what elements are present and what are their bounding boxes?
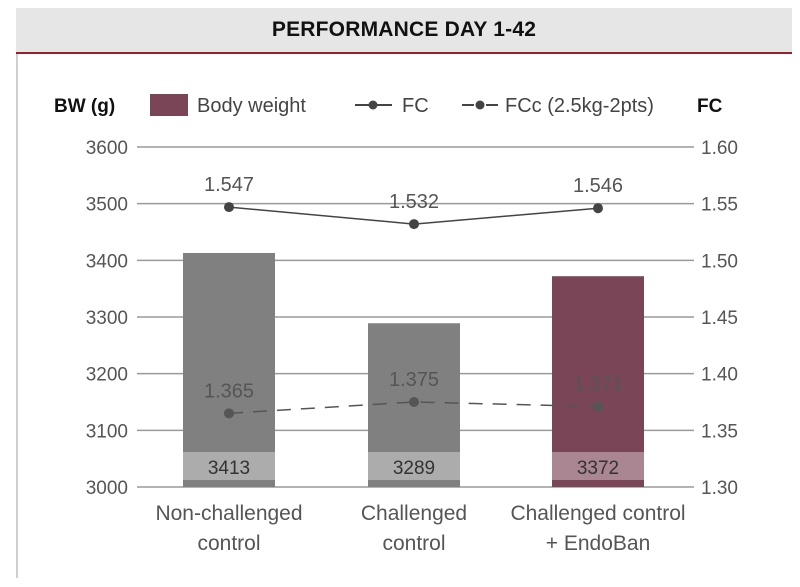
fcc-data-label: 1.375	[389, 369, 439, 391]
left-tick-label: 3000	[86, 478, 128, 499]
right-tick-label: 1.45	[701, 308, 738, 329]
frame-left-border	[16, 8, 18, 578]
bar	[183, 252, 275, 487]
right-tick-label: 1.30	[701, 478, 738, 499]
chart-title: PERFORMANCE DAY 1-42	[271, 18, 537, 41]
fc-point	[409, 219, 419, 230]
bar-label-band	[552, 452, 644, 480]
legend-swatch-body-weight	[150, 94, 188, 116]
legend-label-fc: FC	[402, 95, 429, 117]
bar-value-label: 3413	[208, 458, 250, 479]
labels-layer: 3600 1.60 3500 1.55 3400 1.50 3300 1.45 3200 1.40…	[86, 138, 738, 555]
title-bar: PERFORMANCE DAY 1-42	[16, 8, 792, 54]
category-label: control	[382, 532, 445, 555]
lines-layer	[224, 202, 603, 419]
fcc-line	[228, 401, 599, 415]
left-tick-label: 3100	[86, 421, 128, 442]
bar-value-label: 3289	[393, 458, 435, 479]
right-axis-label: FC	[697, 96, 723, 117]
left-tick-label: 3300	[86, 308, 128, 329]
left-tick-label: 3200	[86, 365, 128, 386]
fc-point	[224, 202, 234, 213]
fcc-data-label: 1.371	[573, 374, 623, 396]
fc-data-label: 1.546	[573, 175, 623, 197]
right-tick-label: 1.50	[701, 251, 738, 272]
bar-label-band	[368, 452, 460, 480]
fcc-data-label: 1.365	[204, 380, 254, 402]
legend: Body weight FC FCc (2.5kg-2pts)	[150, 94, 654, 117]
legend-marker-fcc	[475, 100, 485, 110]
bar-value-label: 3372	[577, 458, 619, 479]
legend-label-fcc: FCc (2.5kg-2pts)	[505, 95, 654, 117]
category-label: Challenged control	[510, 502, 685, 525]
category-label: control	[197, 532, 260, 555]
left-tick-label: 3500	[86, 195, 128, 216]
category-label: Non-challenged	[155, 502, 302, 525]
fc-data-label: 1.532	[389, 191, 439, 213]
fcc-point	[409, 397, 419, 407]
left-axis-label: BW (g)	[54, 96, 115, 117]
fcc-point	[593, 401, 603, 412]
fcc-point	[224, 408, 234, 419]
bar	[552, 276, 644, 487]
legend-marker-fc	[368, 100, 378, 110]
right-tick-label: 1.40	[701, 365, 738, 386]
right-tick-label: 1.60	[701, 138, 738, 159]
bar-label-band	[183, 452, 275, 480]
bars-layer	[183, 252, 644, 487]
category-label: + EndoBan	[546, 532, 651, 555]
fc-data-label: 1.547	[204, 174, 254, 196]
right-tick-label: 1.55	[701, 195, 738, 216]
left-tick-label: 3600	[86, 138, 128, 159]
right-tick-label: 1.35	[701, 421, 738, 442]
legend-label-body-weight: Body weight	[197, 95, 306, 117]
fc-point	[593, 203, 603, 214]
left-tick-label: 3400	[86, 251, 128, 272]
category-label: Challenged	[361, 502, 467, 525]
